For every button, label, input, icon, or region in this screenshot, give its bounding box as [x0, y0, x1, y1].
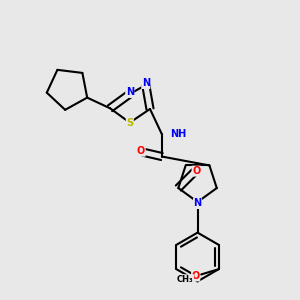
Text: N: N [142, 79, 150, 88]
Text: CH₃: CH₃ [177, 275, 194, 284]
Text: N: N [194, 199, 202, 208]
Text: NH: NH [170, 129, 187, 139]
Text: O: O [191, 271, 200, 281]
Text: O: O [137, 146, 145, 156]
Text: O: O [192, 166, 200, 176]
Text: S: S [126, 118, 134, 128]
Text: N: N [126, 88, 134, 98]
